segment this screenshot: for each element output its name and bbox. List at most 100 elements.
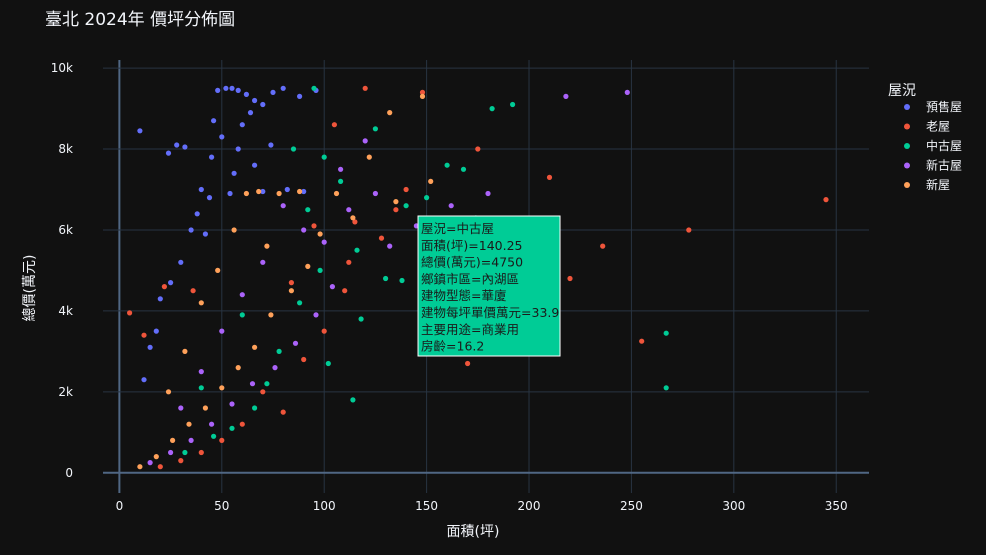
data-point[interactable] — [168, 280, 174, 286]
data-point[interactable] — [489, 106, 495, 112]
data-point[interactable] — [311, 85, 317, 91]
data-point[interactable] — [252, 162, 258, 168]
data-point[interactable] — [239, 312, 245, 318]
data-point[interactable] — [194, 211, 200, 217]
data-point[interactable] — [378, 235, 385, 241]
data-point[interactable] — [280, 203, 286, 209]
data-point[interactable] — [393, 199, 399, 205]
data-point[interactable] — [268, 142, 274, 148]
data-point[interactable] — [243, 91, 249, 97]
data-point[interactable] — [252, 344, 258, 350]
data-point[interactable] — [346, 259, 352, 265]
data-point[interactable] — [235, 87, 241, 93]
legend-label[interactable]: 老屋 — [926, 120, 950, 134]
data-point[interactable] — [168, 449, 174, 456]
data-point[interactable] — [280, 409, 286, 415]
data-point[interactable] — [174, 142, 180, 148]
data-point[interactable] — [147, 460, 153, 466]
data-point[interactable] — [198, 300, 204, 306]
data-point[interactable] — [354, 247, 360, 253]
data-point[interactable] — [372, 126, 378, 132]
legend-label[interactable]: 預售屋 — [926, 99, 962, 114]
data-point[interactable] — [264, 381, 270, 387]
data-point[interactable] — [231, 170, 237, 176]
data-point[interactable] — [178, 405, 184, 411]
legend-label[interactable]: 新屋 — [926, 177, 950, 192]
data-point[interactable] — [321, 328, 327, 334]
legend-label[interactable]: 新古屋 — [926, 158, 962, 173]
data-point[interactable] — [270, 89, 276, 95]
data-point[interactable] — [260, 259, 266, 265]
data-point[interactable] — [663, 330, 669, 336]
data-point[interactable] — [211, 433, 217, 439]
data-point[interactable] — [252, 405, 258, 411]
data-point[interactable] — [567, 275, 573, 282]
data-point[interactable] — [249, 381, 256, 387]
data-point[interactable] — [272, 365, 278, 371]
data-point[interactable] — [198, 186, 204, 193]
data-point[interactable] — [235, 365, 241, 371]
data-point[interactable] — [288, 280, 294, 286]
data-point[interactable] — [284, 186, 290, 193]
data-point[interactable] — [321, 239, 327, 245]
data-point[interactable] — [317, 267, 323, 273]
data-point[interactable] — [215, 87, 221, 93]
data-point[interactable] — [321, 154, 327, 160]
data-point[interactable] — [209, 421, 215, 427]
data-point[interactable] — [325, 360, 331, 367]
data-point[interactable] — [475, 146, 481, 152]
data-point[interactable] — [165, 150, 172, 156]
data-point[interactable] — [137, 464, 143, 470]
data-point[interactable] — [399, 277, 405, 284]
data-point[interactable] — [229, 425, 235, 431]
data-point[interactable] — [157, 464, 163, 470]
data-point[interactable] — [229, 85, 235, 91]
data-point[interactable] — [485, 190, 491, 197]
data-point[interactable] — [127, 310, 133, 316]
data-point[interactable] — [239, 421, 245, 427]
data-point[interactable] — [190, 288, 196, 294]
series-新屋[interactable] — [137, 93, 434, 470]
data-point[interactable] — [387, 243, 393, 249]
data-point[interactable] — [403, 186, 409, 193]
data-point[interactable] — [358, 316, 364, 322]
data-point[interactable] — [342, 288, 348, 294]
legend-marker[interactable] — [904, 143, 910, 149]
data-point[interactable] — [428, 178, 434, 184]
data-point[interactable] — [256, 188, 262, 195]
data-point[interactable] — [264, 243, 270, 249]
data-point[interactable] — [260, 188, 266, 195]
data-point[interactable] — [239, 122, 245, 128]
data-point[interactable] — [419, 89, 426, 95]
data-point[interactable] — [235, 146, 241, 152]
data-point[interactable] — [346, 207, 352, 213]
data-point[interactable] — [663, 385, 669, 391]
data-point[interactable] — [223, 85, 229, 91]
data-point[interactable] — [624, 89, 630, 95]
data-point[interactable] — [290, 146, 297, 152]
data-point[interactable] — [206, 195, 213, 201]
series-新古屋[interactable] — [147, 89, 630, 466]
data-point[interactable] — [448, 203, 454, 209]
data-point[interactable] — [198, 385, 204, 391]
data-point[interactable] — [243, 190, 249, 197]
data-point[interactable] — [252, 97, 258, 104]
data-point[interactable] — [141, 332, 147, 338]
data-point[interactable] — [186, 421, 192, 427]
data-point[interactable] — [362, 138, 368, 144]
legend-label[interactable]: 中古屋 — [926, 138, 962, 153]
data-point[interactable] — [313, 312, 319, 318]
data-point[interactable] — [202, 231, 208, 237]
data-point[interactable] — [331, 122, 337, 128]
data-point[interactable] — [276, 348, 282, 354]
data-point[interactable] — [157, 296, 163, 302]
data-point[interactable] — [247, 110, 254, 116]
data-point[interactable] — [350, 397, 356, 403]
legend-marker[interactable] — [904, 104, 910, 110]
data-point[interactable] — [383, 275, 389, 282]
data-point[interactable] — [170, 437, 176, 443]
data-point[interactable] — [297, 93, 303, 99]
series-中古屋[interactable] — [182, 85, 669, 456]
data-point[interactable] — [231, 227, 237, 233]
data-point[interactable] — [229, 401, 235, 407]
